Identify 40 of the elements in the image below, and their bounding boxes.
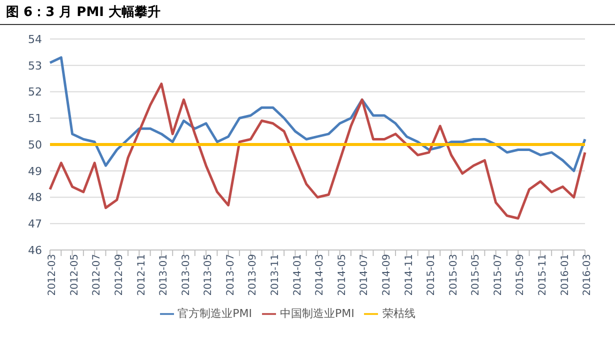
legend-label: 官方制造业PMI <box>178 307 252 320</box>
y-tick-label: 47 <box>28 218 42 231</box>
x-tick-label: 2012-09 <box>114 254 125 296</box>
x-tick-label: 2014-03 <box>314 254 326 296</box>
x-tick-label: 2013-03 <box>180 254 192 296</box>
x-tick-label: 2013-01 <box>158 254 170 296</box>
x-tick-label: 2015-05 <box>470 254 482 296</box>
x-tick-label: 2015-03 <box>448 254 460 296</box>
x-tick-label: 2015-07 <box>492 254 504 296</box>
chart-title: 图 6：3 月 PMI 大幅攀升 <box>0 0 615 25</box>
line-series <box>48 82 586 220</box>
line-series <box>48 56 586 172</box>
x-tick-label: 2014-07 <box>359 254 370 296</box>
legend-label: 荣枯线 <box>382 307 416 320</box>
x-tick-label: 2016-03 <box>582 254 594 296</box>
x-tick-label: 2012-03 <box>47 254 58 296</box>
x-tick-label: 2013-11 <box>270 254 282 296</box>
x-tick-label: 2012-05 <box>69 254 80 296</box>
y-tick-label: 49 <box>28 164 42 178</box>
y-tick-label: 52 <box>28 86 42 99</box>
x-tick-label: 2014-09 <box>381 254 392 296</box>
x-tick-label: 2016-01 <box>560 254 571 296</box>
x-tick-label: 2014-01 <box>292 254 304 296</box>
x-tick-label: 2015-11 <box>538 254 549 296</box>
y-tick-label: 53 <box>28 59 42 72</box>
x-tick-label: 2014-05 <box>336 254 348 296</box>
x-tick-label: 2014-11 <box>404 254 415 296</box>
x-tick-label: 2012-07 <box>92 254 103 296</box>
y-tick-label: 46 <box>28 244 42 257</box>
legend-label: 中国制造业PMI <box>280 307 354 320</box>
x-tick-label: 2013-09 <box>248 254 259 296</box>
y-tick-label: 51 <box>28 112 42 126</box>
x-tick-label: 2013-05 <box>203 254 214 296</box>
x-tick-label: 2015-01 <box>426 254 438 296</box>
x-tick-label: 2012-11 <box>136 254 148 296</box>
y-tick-label: 48 <box>28 191 42 204</box>
x-tick-label: 2015-09 <box>515 254 526 296</box>
y-tick-label: 50 <box>28 138 42 152</box>
y-tick-label: 54 <box>28 32 42 46</box>
x-tick-label: 2013-07 <box>225 254 236 296</box>
